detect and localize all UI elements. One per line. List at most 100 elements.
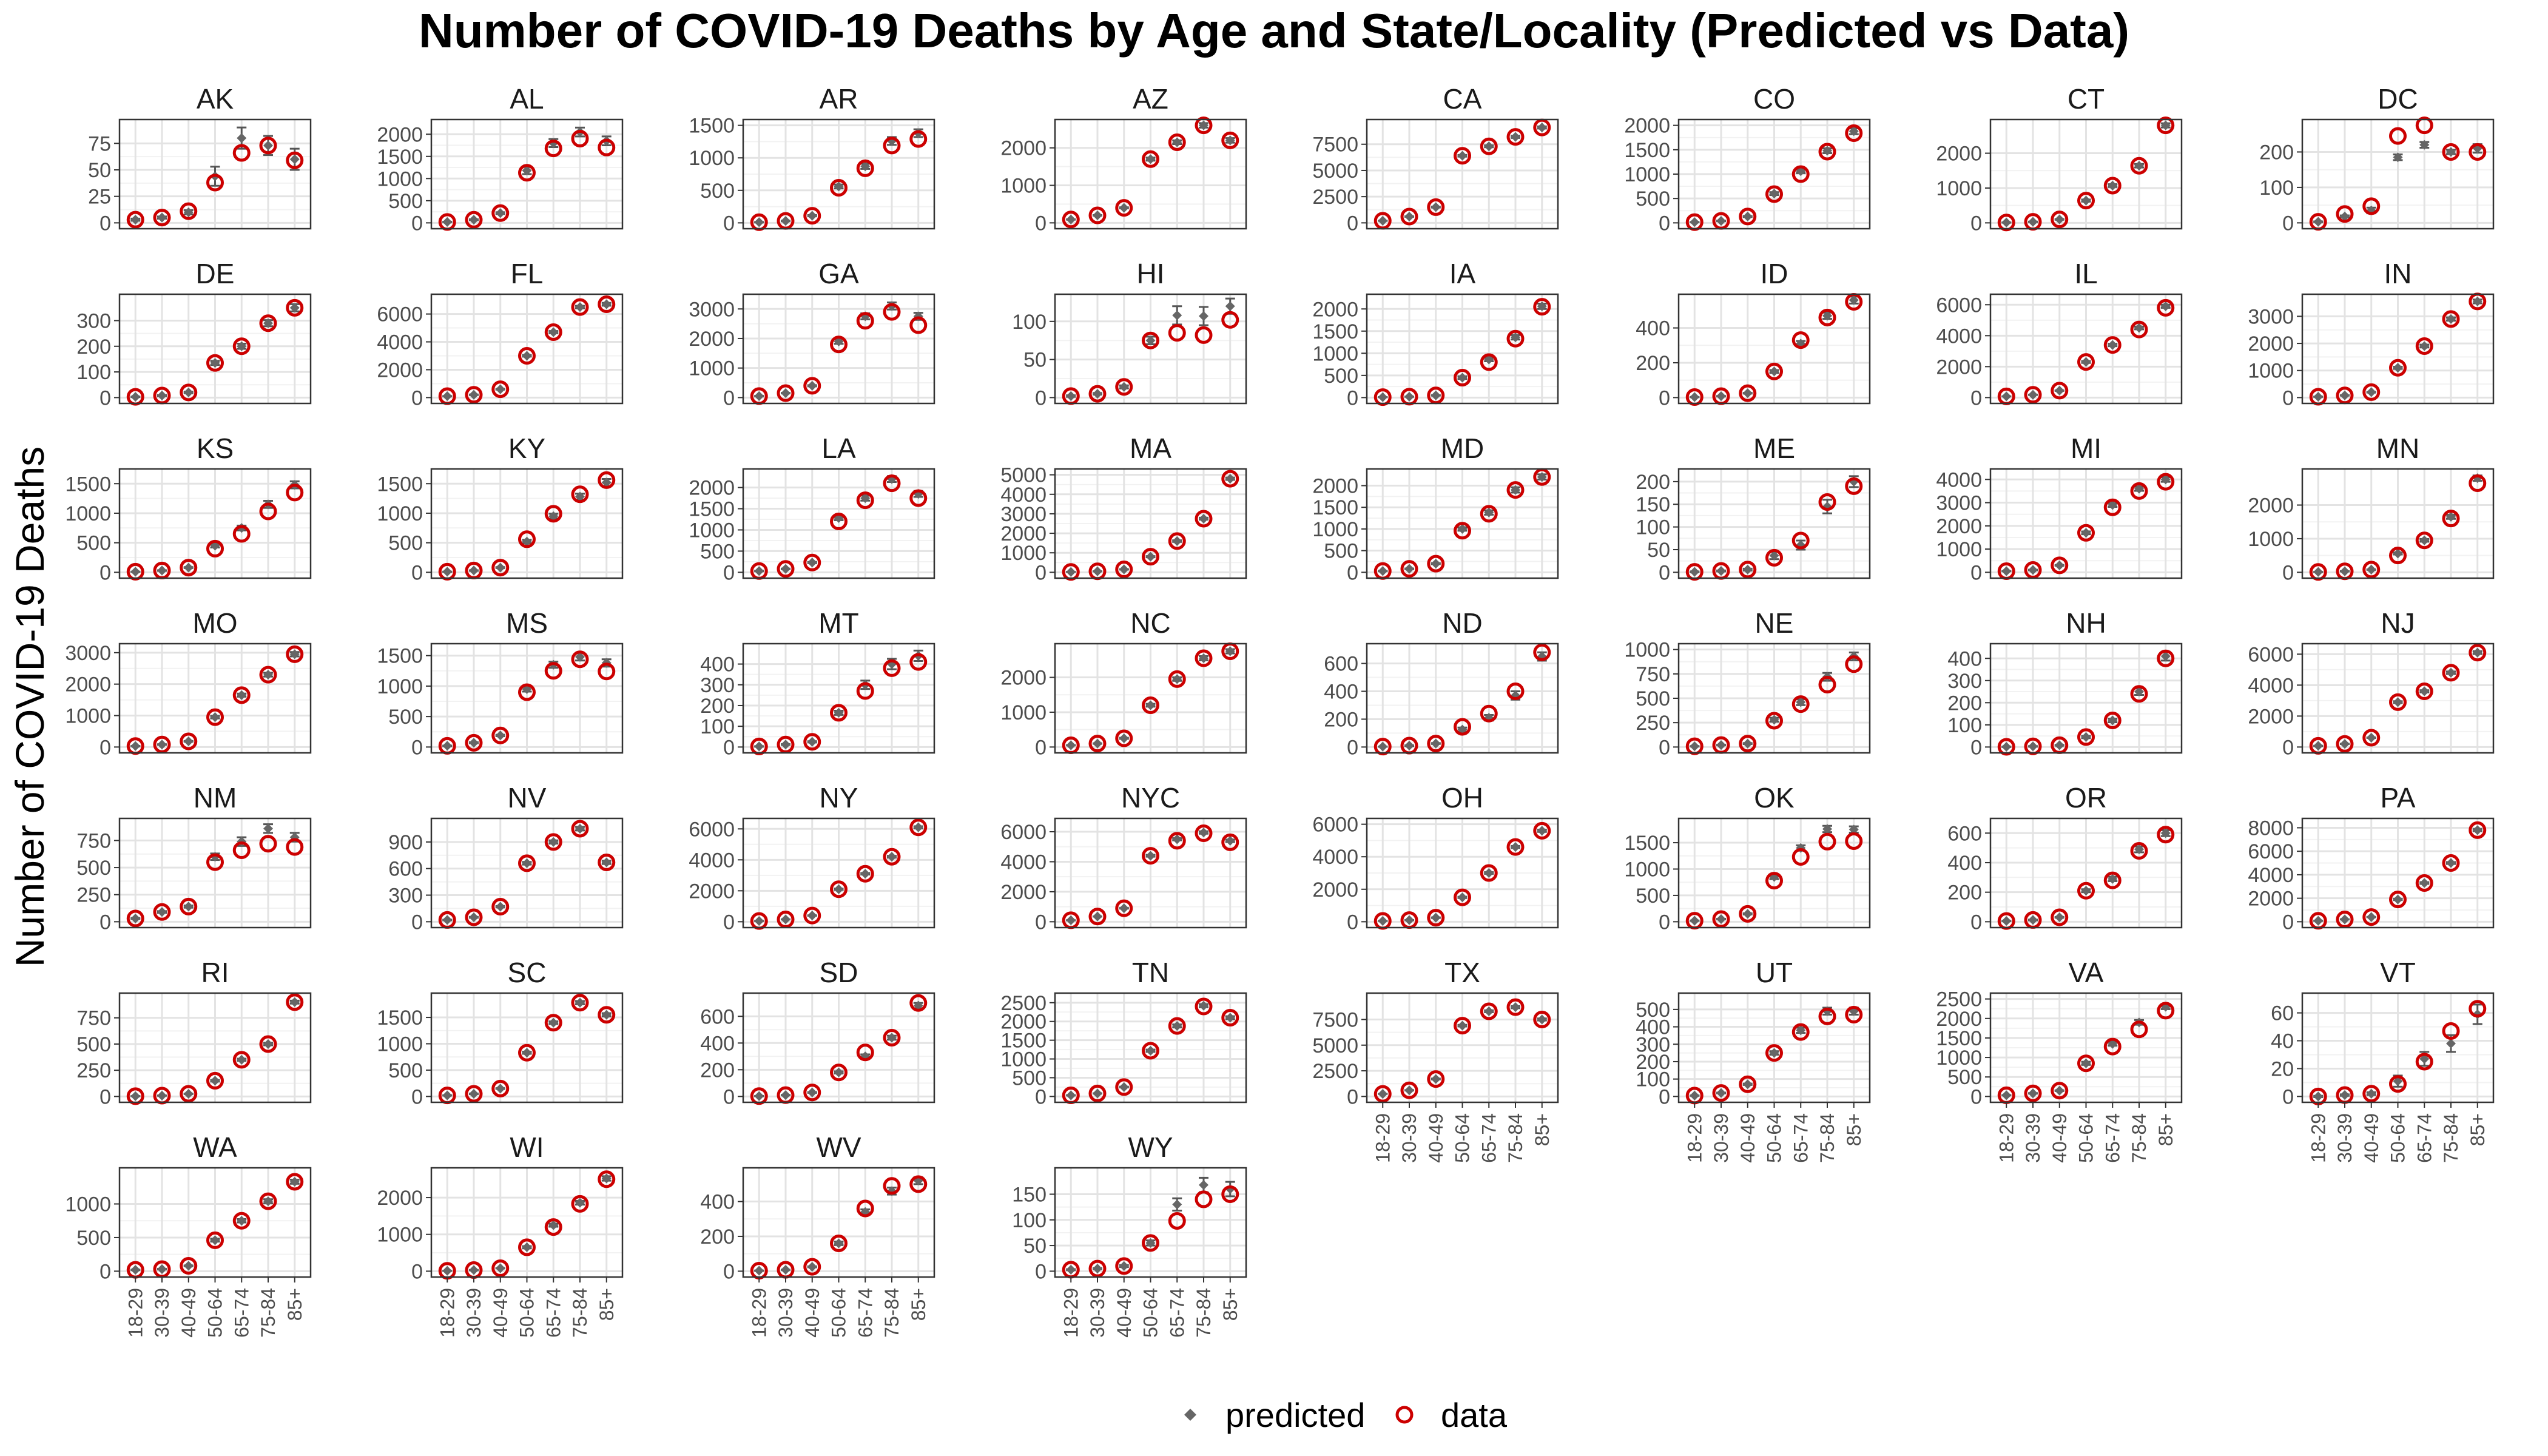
data-point bbox=[2442, 510, 2460, 528]
y-tick-label: 1000 bbox=[2248, 528, 2294, 551]
y-tick-label: 0 bbox=[2282, 911, 2294, 934]
data-point bbox=[1427, 386, 1445, 405]
predicted-point bbox=[469, 1089, 479, 1099]
y-tick-label: 2000 bbox=[1936, 356, 1982, 379]
panel-title: WV bbox=[816, 1131, 861, 1163]
data-point bbox=[1168, 832, 1186, 850]
predicted-point bbox=[2134, 161, 2144, 171]
data-point bbox=[544, 1014, 562, 1032]
y-tick-label: 7500 bbox=[1312, 133, 1358, 157]
predicted-point bbox=[754, 916, 764, 926]
predicted-point bbox=[1404, 211, 1414, 221]
predicted-point bbox=[781, 564, 790, 574]
panel-title: SD bbox=[820, 957, 858, 988]
predicted-point bbox=[130, 741, 141, 751]
predicted-point bbox=[130, 392, 141, 402]
data-point bbox=[1088, 735, 1107, 753]
data-point bbox=[1765, 548, 1783, 567]
data-point bbox=[232, 686, 251, 704]
predicted-point bbox=[442, 1266, 453, 1276]
data-point bbox=[571, 994, 589, 1012]
panel-title: VA bbox=[2069, 957, 2104, 988]
predicted-point bbox=[2393, 363, 2403, 373]
predicted-point bbox=[130, 215, 141, 225]
data-point bbox=[830, 1063, 848, 1082]
panel-ks: KS 0 500 1000 1500 bbox=[65, 433, 312, 584]
y-tick-label: 500 bbox=[1012, 1067, 1046, 1090]
predicted-point bbox=[2054, 214, 2064, 224]
predicted-point bbox=[807, 211, 817, 221]
y-tick-label: 1500 bbox=[1312, 496, 1358, 519]
data-point bbox=[1088, 908, 1107, 926]
predicted-point bbox=[495, 208, 505, 218]
data-point bbox=[518, 346, 536, 365]
predicted-point bbox=[289, 154, 300, 164]
predicted-point bbox=[781, 740, 790, 750]
y-tick-label: 75 bbox=[88, 132, 111, 155]
panel-title: ME bbox=[1753, 433, 1795, 464]
x-tick-label: 85+ bbox=[2155, 1113, 2177, 1146]
predicted-point bbox=[469, 389, 479, 400]
predicted-point bbox=[1742, 738, 1753, 749]
predicted-point bbox=[548, 837, 559, 847]
predicted-point bbox=[157, 1090, 167, 1100]
x-tick-label: 65-74 bbox=[231, 1288, 252, 1338]
predicted-point bbox=[237, 341, 247, 351]
data-point bbox=[2103, 1037, 2122, 1056]
data-point bbox=[2415, 531, 2433, 550]
panel-nj: NJ 0 2000 4000 6000 bbox=[2248, 607, 2495, 759]
predicted-point bbox=[834, 884, 844, 894]
predicted-point bbox=[2419, 140, 2430, 150]
predicted-point bbox=[183, 562, 194, 573]
predicted-point bbox=[807, 911, 817, 921]
data-point bbox=[1506, 838, 1525, 856]
panel-title: IA bbox=[1449, 258, 1476, 289]
panel-title: AL bbox=[510, 83, 544, 115]
y-tick-label: 0 bbox=[411, 386, 423, 410]
predicted-point bbox=[2108, 180, 2118, 190]
data-point bbox=[286, 298, 304, 317]
predicted-point bbox=[1822, 146, 1832, 156]
predicted-point bbox=[754, 391, 764, 401]
y-tick-label: 2000 bbox=[1312, 298, 1358, 321]
panel-title: AK bbox=[197, 83, 234, 115]
data-point bbox=[180, 1085, 198, 1103]
y-tick-label: 3000 bbox=[1936, 492, 1982, 515]
data-point bbox=[1142, 1042, 1159, 1060]
predicted-point bbox=[2446, 1039, 2456, 1049]
y-tick-label: 200 bbox=[1636, 1051, 1670, 1074]
y-tick-label: 0 bbox=[1347, 561, 1358, 584]
predicted-point bbox=[1431, 202, 1441, 212]
data-point bbox=[1533, 298, 1551, 316]
y-tick-label: 300 bbox=[1947, 670, 1982, 693]
data-point bbox=[883, 848, 901, 866]
predicted-point bbox=[781, 388, 790, 399]
panel-border bbox=[430, 642, 624, 754]
predicted-point bbox=[834, 1067, 844, 1077]
predicted-point bbox=[1378, 1089, 1388, 1099]
data-point bbox=[180, 732, 198, 750]
predicted-point bbox=[2134, 323, 2144, 333]
panel-border bbox=[1366, 468, 1559, 579]
data-point bbox=[1454, 888, 1471, 906]
data-point bbox=[1480, 864, 1498, 882]
y-tick-label: 0 bbox=[723, 736, 735, 759]
y-tick-label: 1000 bbox=[1936, 538, 1982, 561]
y-tick-label: 500 bbox=[1324, 540, 1358, 563]
data-point bbox=[2442, 664, 2460, 682]
predicted-point bbox=[2419, 686, 2430, 696]
predicted-point bbox=[263, 318, 273, 328]
data-point bbox=[1088, 1259, 1107, 1278]
y-tick-label: 2500 bbox=[1000, 992, 1046, 1015]
y-tick-label: 2000 bbox=[1936, 1008, 1982, 1031]
data-point bbox=[1506, 481, 1525, 499]
panel-border bbox=[2301, 642, 2495, 754]
predicted-point bbox=[442, 217, 453, 227]
predicted-point bbox=[1457, 1020, 1468, 1031]
predicted-point bbox=[913, 1000, 923, 1011]
predicted-point bbox=[2160, 301, 2171, 311]
panel-border bbox=[1366, 817, 1559, 929]
y-tick-label: 0 bbox=[1347, 911, 1358, 934]
y-tick-label: 4000 bbox=[1936, 468, 1982, 491]
predicted-point bbox=[1849, 295, 1859, 305]
